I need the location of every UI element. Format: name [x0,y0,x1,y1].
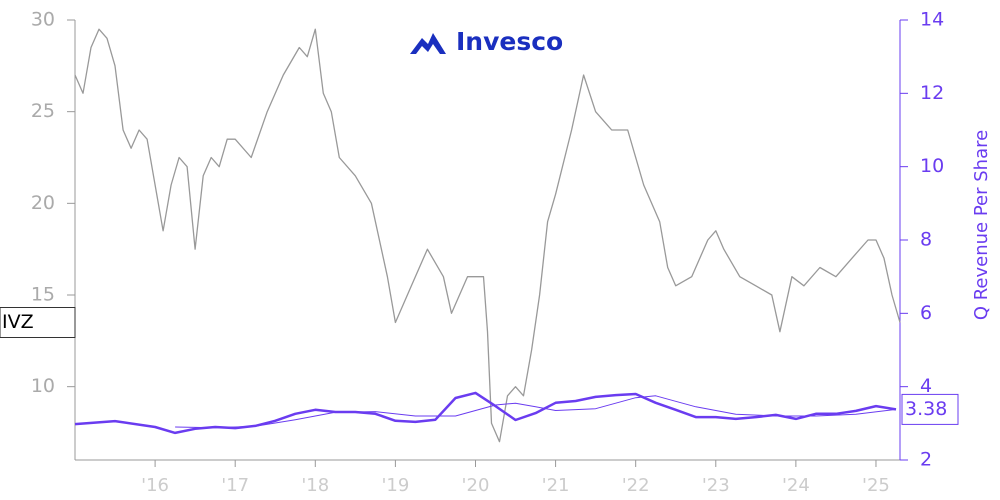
x-tick-label: '17 [221,475,249,496]
y2-tick-label: 2 [920,449,932,471]
y2-tick-label: 12 [920,82,944,104]
x-tick-label: '24 [782,475,810,496]
y-tick-label: 10 [31,375,55,397]
series-line [74,28,901,443]
y-tick-label: 30 [31,9,55,31]
logo: Invesco [410,27,563,56]
value-badge [901,393,959,425]
y2-tick-label: 6 [920,302,932,324]
y-tick-label: 15 [31,284,55,306]
y-tick-label: 25 [31,100,55,122]
y2-tick-label: 14 [920,9,944,31]
x-tick-label: '25 [862,475,890,496]
y2-tick-label: 10 [920,155,944,177]
series-line [175,395,897,429]
x-tick-label: '22 [622,475,650,496]
x-tick-label: '18 [301,475,329,496]
series-line [74,391,897,435]
x-tick-label: '16 [141,475,169,496]
x-tick-label: '20 [462,475,490,496]
logo-text: Invesco [456,27,563,56]
y2-tick-label: 8 [920,229,932,251]
logo-icon [410,33,446,54]
series-badge-label: IVZ [2,311,34,333]
x-tick-label: '21 [542,475,570,496]
x-tick-label: '19 [381,475,409,496]
y2-tick-label: 4 [920,375,932,397]
series-badge [0,307,76,338]
y2-axis-label: Q Revenue Per Share [971,130,992,320]
x-tick-label: '23 [702,475,730,496]
y-tick-label: 20 [31,192,55,214]
value-badge-label: 3.38 [905,398,947,420]
